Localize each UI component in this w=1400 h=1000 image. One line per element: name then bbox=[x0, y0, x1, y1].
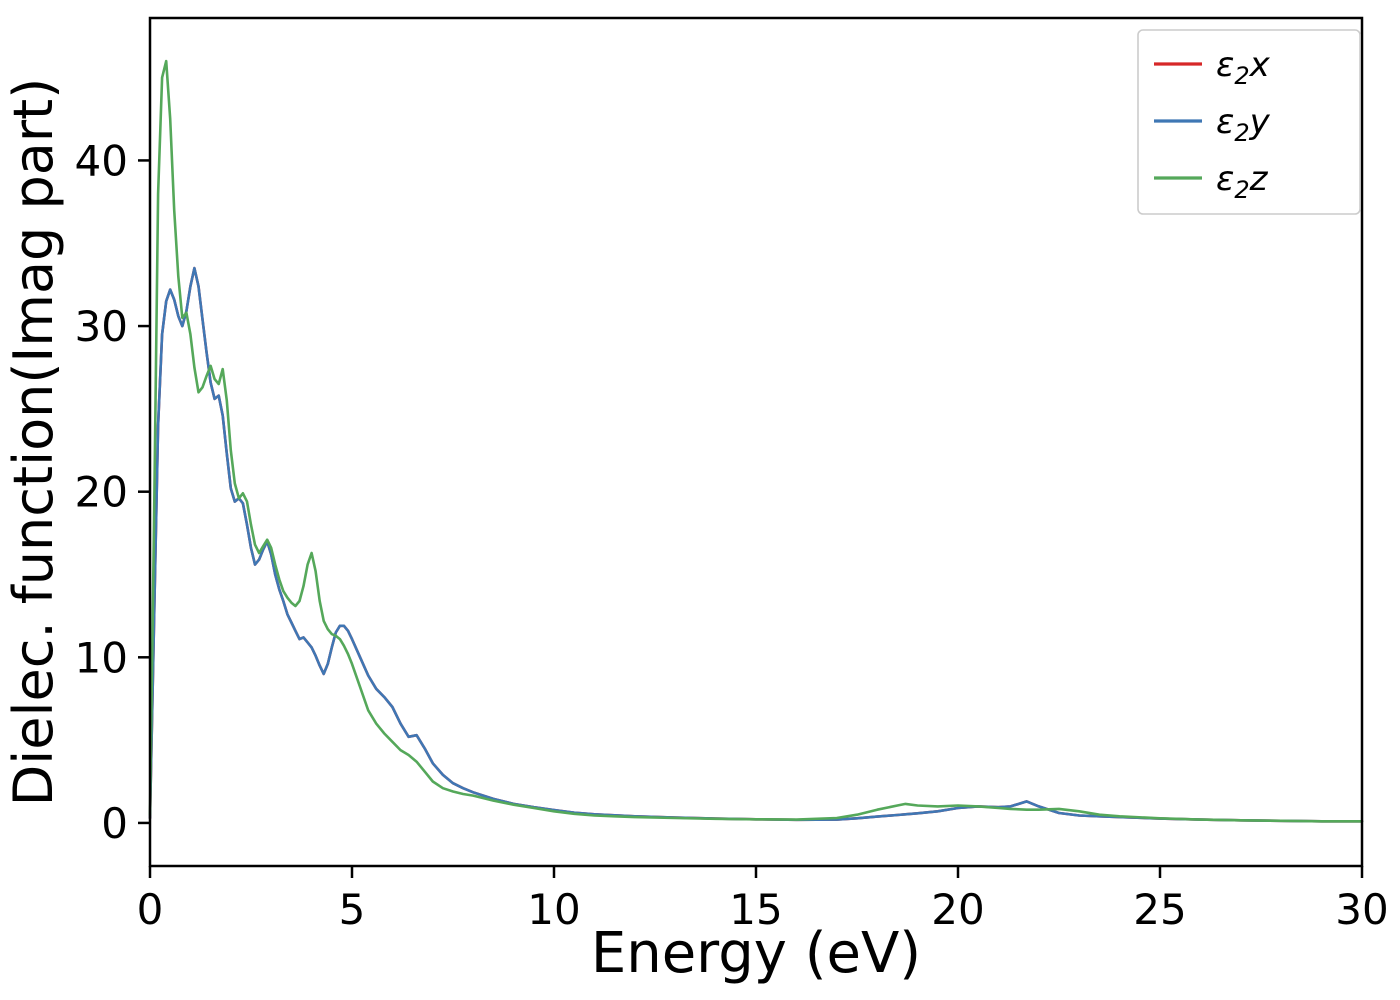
x-tick-label: 5 bbox=[339, 885, 366, 934]
x-axis-label: Energy (eV) bbox=[591, 921, 921, 986]
y-tick-label: 0 bbox=[101, 799, 128, 848]
series-line-e2x bbox=[148, 266, 1364, 823]
y-tick-label: 10 bbox=[75, 633, 128, 682]
x-tick-label: 25 bbox=[1133, 885, 1186, 934]
series-line-e2y bbox=[148, 266, 1364, 823]
legend-label-e2z: ε2z bbox=[1216, 159, 1269, 204]
x-tick-label: 0 bbox=[137, 885, 164, 934]
y-axis-label: Dielec. function(Imag part) bbox=[2, 78, 65, 807]
y-tick-label: 20 bbox=[75, 468, 128, 517]
x-tick-label: 10 bbox=[527, 885, 580, 934]
y-tick-label: 30 bbox=[75, 302, 128, 351]
legend-box bbox=[1137, 29, 1361, 215]
y-tick-label: 40 bbox=[75, 136, 128, 185]
series-line-e2z bbox=[148, 59, 1364, 823]
legend-label-e2y: ε2y bbox=[1216, 102, 1271, 147]
legend-label-e2x: ε2x bbox=[1216, 45, 1271, 90]
x-tick-label: 20 bbox=[931, 885, 984, 934]
x-tick-label: 15 bbox=[729, 885, 782, 934]
x-tick-label: 30 bbox=[1335, 885, 1388, 934]
